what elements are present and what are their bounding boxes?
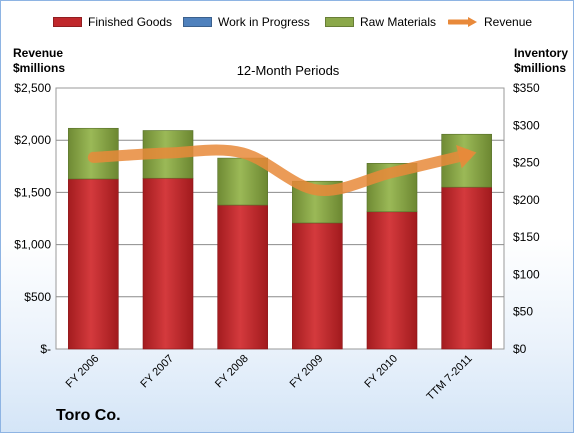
left-tick-label: $2,000 bbox=[14, 133, 51, 147]
left-tick-label: $1,500 bbox=[14, 185, 51, 199]
legend-label-finished-goods: Finished Goods bbox=[88, 15, 173, 29]
right-axis-title: Inventory $millions bbox=[514, 46, 568, 76]
right-tick-label: $100 bbox=[513, 267, 540, 281]
legend-swatch-raw-materials bbox=[325, 17, 354, 27]
legend-label-raw-materials: Raw Materials bbox=[360, 15, 437, 29]
left-tick-label: $- bbox=[40, 342, 51, 356]
x-tick-label: FY 2006 bbox=[64, 353, 102, 391]
company-name: Toro Co. bbox=[56, 407, 121, 424]
left-axis-title-line1: Revenue bbox=[13, 46, 64, 60]
legend: Finished Goods Work in Progress Raw Mate… bbox=[1, 15, 574, 35]
legend-item-finished-goods: Finished Goods bbox=[53, 15, 172, 29]
bar-finished-goods bbox=[292, 222, 343, 350]
left-tick-label: $500 bbox=[24, 290, 51, 304]
revenue-line bbox=[87, 144, 473, 196]
legend-label-work-in-progress: Work in Progress bbox=[218, 15, 310, 29]
x-tick-label: TTM 7-2011 bbox=[425, 353, 475, 403]
plot-area bbox=[55, 87, 505, 350]
left-tick-label: $2,500 bbox=[14, 81, 51, 95]
legend-swatch-finished-goods bbox=[53, 17, 82, 27]
legend-arrow-icon bbox=[448, 17, 477, 27]
left-axis-title: Revenue $millions bbox=[13, 46, 65, 76]
right-axis-title-line1: Inventory bbox=[514, 46, 569, 60]
right-tick-label: $150 bbox=[513, 230, 540, 244]
right-tick-label: $350 bbox=[513, 81, 540, 95]
right-tick-label: $0 bbox=[513, 342, 527, 356]
legend-swatch-work-in-progress bbox=[183, 17, 212, 27]
legend-label-revenue: Revenue bbox=[484, 15, 533, 29]
bar-finished-goods bbox=[441, 186, 492, 350]
right-axis-title-line2: $millions bbox=[514, 61, 567, 75]
right-tick-label: $250 bbox=[513, 156, 540, 170]
right-tick-label: $200 bbox=[513, 193, 540, 207]
legend-item-raw-materials: Raw Materials bbox=[325, 15, 436, 29]
left-tick-label: $1,000 bbox=[14, 238, 51, 252]
legend-item-revenue: Revenue bbox=[448, 15, 532, 29]
bar-finished-goods bbox=[142, 177, 194, 350]
x-tick-label: FY 2009 bbox=[288, 353, 326, 391]
legend-item-work-in-progress: Work in Progress bbox=[183, 15, 310, 29]
right-tick-label: $300 bbox=[513, 118, 540, 132]
chart-title: 12-Month Periods bbox=[236, 63, 340, 78]
x-tick-label: FY 2008 bbox=[213, 353, 251, 391]
right-tick-label: $50 bbox=[513, 305, 533, 319]
bar-finished-goods bbox=[68, 178, 119, 350]
bar-finished-goods bbox=[217, 204, 268, 350]
x-tick-label: FY 2007 bbox=[138, 353, 176, 391]
bar-finished-goods bbox=[366, 211, 418, 350]
x-tick-label: FY 2010 bbox=[362, 353, 400, 391]
revenue-arrowhead bbox=[456, 144, 477, 169]
left-axis-title-line2: $millions bbox=[13, 61, 66, 75]
